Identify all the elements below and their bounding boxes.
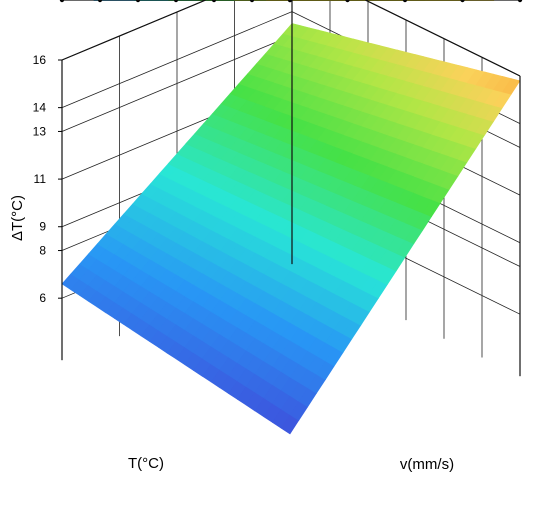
x-tick-label: 420 <box>260 0 280 3</box>
x-tick-label: 360 <box>32 0 52 3</box>
y-tick-label: 0.20 <box>353 0 377 3</box>
y-tick-label: 0.50 <box>525 0 549 3</box>
tick-labels: 360 370 380 390 400 410 420 0.10 0.20 0.30 0.40 0.5… <box>32 0 549 305</box>
y-tick-label: 0.40 <box>468 0 492 3</box>
z-tick-label: 8 <box>39 244 46 258</box>
x-tick-label: 400 <box>184 0 204 3</box>
z-tick-label: 14 <box>33 101 47 115</box>
x-tick-label: 410 <box>222 0 242 3</box>
response-surface <box>61 23 521 435</box>
x-tick-label: 380 <box>108 0 128 3</box>
x-tick-label: 390 <box>146 0 166 3</box>
y-axis-title: v(mm/s) <box>400 456 454 473</box>
top-right-edge <box>363 0 521 77</box>
z-tick-label: 9 <box>39 220 46 234</box>
z-tick-label: 6 <box>39 291 46 305</box>
y-tick-label: 0.10 <box>295 0 319 3</box>
z-tick-label: 13 <box>33 124 47 138</box>
z-tick-label: 11 <box>34 172 47 186</box>
axis-frame <box>58 0 521 377</box>
y-tick-label: 0.30 <box>410 0 434 3</box>
top-left-edge <box>61 0 208 61</box>
x-tick-label: 370 <box>70 0 90 3</box>
z-axis-title: ΔT(°C) <box>9 195 26 241</box>
z-tick-label: 16 <box>33 53 47 67</box>
x-axis-title: T(°C) <box>128 455 164 472</box>
